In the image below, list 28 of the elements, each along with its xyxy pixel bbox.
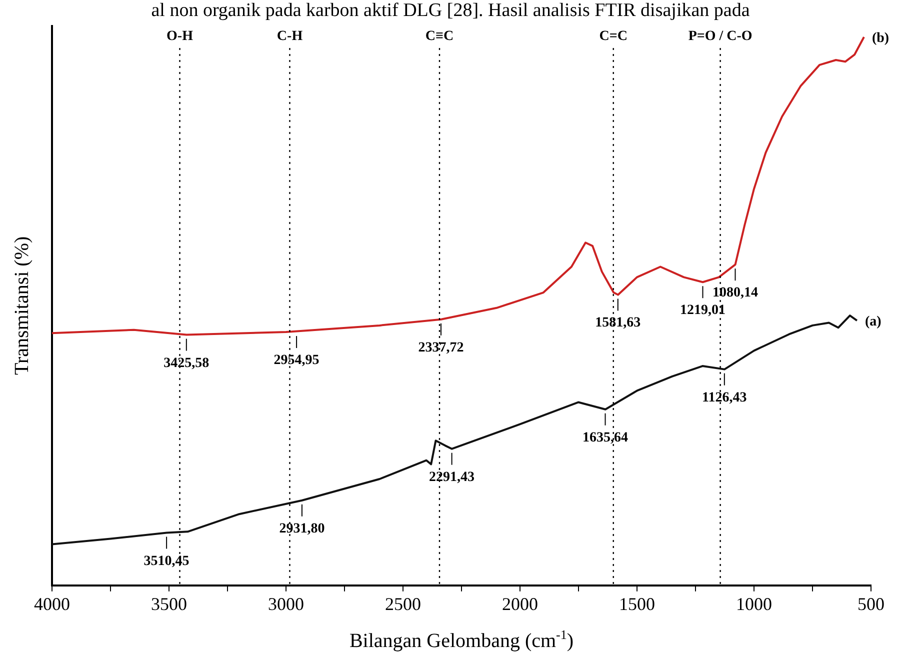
annotation: 1581,63 [595,316,641,331]
annotation: 3510,45 [144,554,190,569]
ref-line-label: O-H [166,29,194,44]
annotation: 2954,95 [274,353,320,368]
text: al non organik pada karbon aktif DLG [28]. Hasil analisis FTIR disajikan pada [151,0,750,21]
y-axis-title: Transmitansi (%) [11,236,33,376]
ref-line-label: C≡C [425,29,454,44]
annotation: 1080,14 [712,286,758,301]
series-label: (a) [865,314,882,330]
x-tick-label: 1500 [619,594,655,614]
x-tick-label: 4000 [34,594,70,614]
x-tick-label: 1000 [736,594,772,614]
x-tick-label: 3000 [268,594,304,614]
annotation: 2931,80 [279,521,325,536]
ref-line-label: C-H [276,29,303,44]
x-tick-label: 3500 [151,594,187,614]
ref-line-label: P=O / C-O [688,29,752,44]
x-tick-label: 2000 [502,594,538,614]
annotation: 3425,58 [164,356,210,371]
annotation: 2337,72 [418,340,464,356]
annotation: 1126,43 [702,390,747,406]
x-tick-label: 500 [858,594,884,614]
ref-line-label: C=C [599,29,628,44]
annotation: 1219,01 [680,303,726,318]
series-label: (b) [872,30,890,46]
annotation: 1635,64 [582,430,628,446]
annotation: 2291,43 [429,470,475,485]
x-tick-label: 2500 [385,594,421,614]
